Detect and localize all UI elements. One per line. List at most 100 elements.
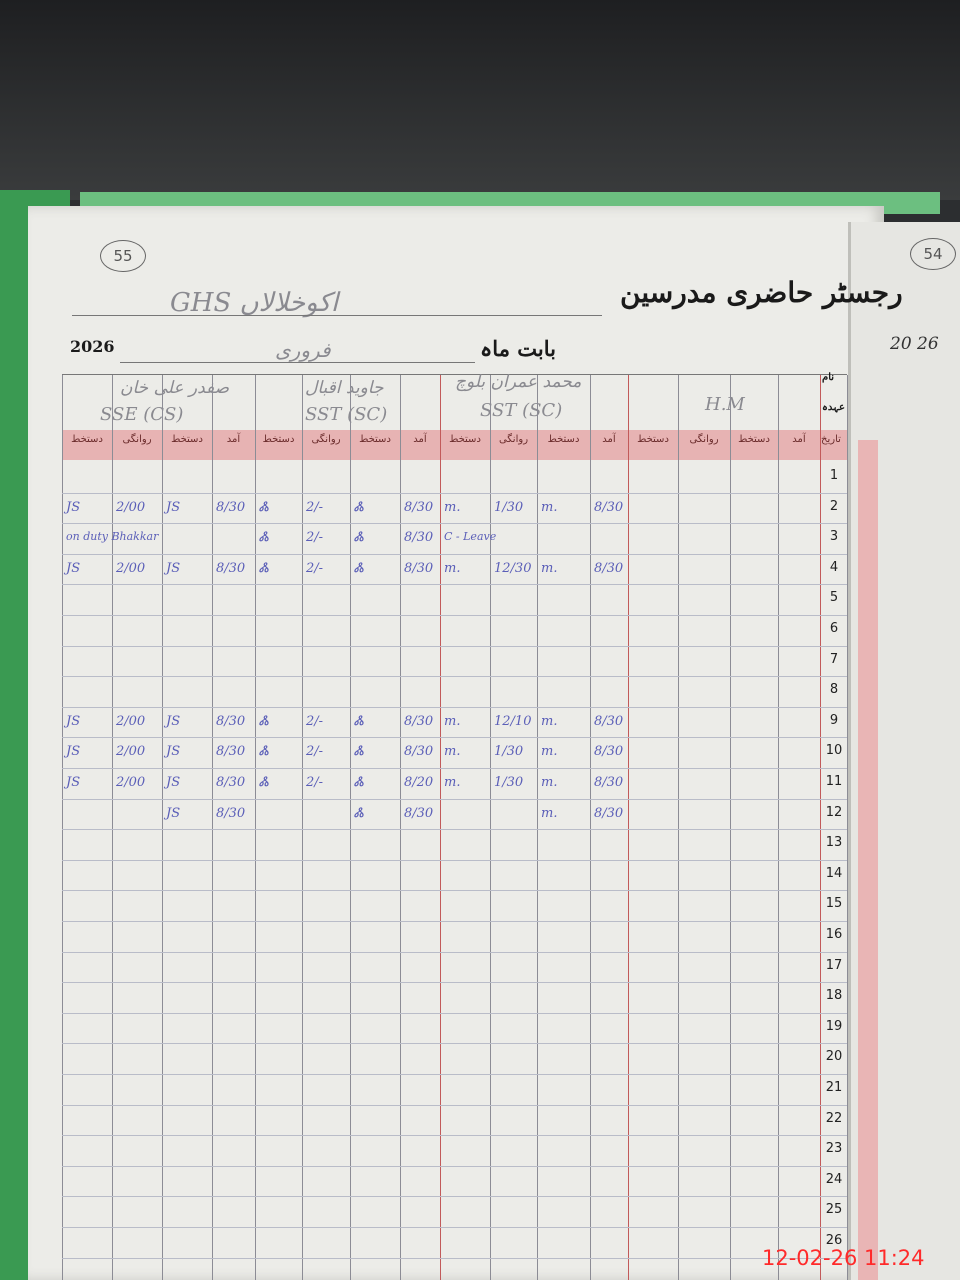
- column-header: روانگی: [122, 434, 152, 445]
- attendance-entry: m.: [541, 775, 558, 790]
- column-header: آمد: [792, 434, 806, 445]
- column-header: آمد: [226, 434, 241, 445]
- page-number: 55: [100, 240, 146, 272]
- teacher-3-designation: SST (SC): [480, 400, 563, 421]
- row-number: 13: [825, 835, 843, 851]
- column-header: روانگی: [689, 434, 719, 445]
- attendance-entry: JS: [66, 744, 81, 760]
- column-header: دستخط: [359, 434, 391, 445]
- right-page-year: 20 26: [890, 334, 939, 354]
- attendance-entry: Ꮬ: [354, 775, 364, 790]
- attendance-entry: Ꮬ: [354, 805, 364, 821]
- attendance-entry: Ꮬ: [259, 499, 269, 515]
- attendance-entry: Ꮬ: [259, 530, 269, 546]
- row-number: 21: [825, 1080, 843, 1095]
- row-number: 11: [825, 774, 843, 789]
- row-line: [62, 859, 847, 861]
- attendance-entry: m.: [444, 744, 461, 760]
- column-header: دستخط: [71, 434, 103, 445]
- attendance-entry: 12/10: [494, 713, 532, 729]
- row-line: [62, 1227, 847, 1228]
- row-line: [62, 1012, 847, 1014]
- month-label: بابت ماہ: [480, 336, 556, 361]
- dark-background: [0, 0, 960, 200]
- attendance-entry: Ꮬ: [354, 530, 364, 546]
- year: 2026: [70, 337, 115, 356]
- attendance-entry: JS: [166, 744, 181, 760]
- attendance-entry: Ꮬ: [354, 713, 364, 729]
- attendance-entry: 8/30: [404, 713, 434, 729]
- row-line: [62, 1196, 847, 1198]
- register-title: رجسٹر حاضری مدرسین: [620, 276, 903, 309]
- column-line: [678, 375, 679, 1280]
- column-header: آمد: [602, 434, 616, 445]
- row-number: 7: [829, 651, 839, 667]
- attendance-entry: JS: [166, 805, 181, 821]
- column-line: [212, 375, 213, 1280]
- row-line: [62, 706, 847, 708]
- camera-timestamp: 12-02-26 11:24: [762, 1246, 925, 1270]
- attendance-entry: 2/00: [116, 713, 146, 729]
- row-number: 14: [825, 865, 843, 881]
- attendance-entry: 2/-: [306, 713, 324, 729]
- name-label: نام: [822, 372, 835, 383]
- row-number: 22: [825, 1110, 843, 1126]
- teacher-3-name: محمد عمران بلوچ: [455, 372, 582, 392]
- row-line: [62, 951, 847, 953]
- row-number: 1: [829, 468, 839, 483]
- column-header: دستخط: [637, 434, 669, 445]
- row-line: [62, 523, 847, 525]
- attendance-entry: 8/30: [594, 744, 624, 760]
- column-header-band: [62, 430, 847, 460]
- attendance-entry: m.: [444, 499, 461, 515]
- row-line: [62, 1104, 847, 1106]
- attendance-entry: 8/30: [594, 560, 624, 576]
- column-line: [590, 375, 591, 1280]
- row-line: [62, 645, 847, 647]
- attendance-entry: m.: [541, 499, 558, 515]
- row-number: 18: [825, 988, 843, 1004]
- attendance-entry: 8/30: [216, 713, 246, 729]
- attendance-entry: 8/30: [216, 775, 246, 790]
- right-page-number: 54: [910, 238, 956, 270]
- attendance-entry: on duty Bhakkar: [66, 530, 159, 544]
- attendance-entry: Ꮬ: [259, 560, 269, 576]
- attendance-entry: m.: [541, 744, 558, 760]
- row-line: [62, 615, 847, 616]
- column-line: [255, 375, 256, 1280]
- attendance-entry: JS: [166, 499, 181, 515]
- row-number: 10: [825, 743, 843, 759]
- row-number: 16: [825, 927, 843, 942]
- attendance-entry: m.: [444, 713, 461, 729]
- attendance-entry: m.: [541, 805, 558, 821]
- row-number: 20: [825, 1049, 843, 1065]
- attendance-entry: 2/00: [116, 499, 146, 515]
- month: فروری: [275, 338, 331, 362]
- attendance-entry: JS: [66, 499, 81, 515]
- row-number: 3: [829, 529, 839, 545]
- attendance-entry: 2/00: [116, 744, 146, 760]
- column-line: [537, 375, 538, 1280]
- row-number: 8: [829, 682, 839, 698]
- attendance-entry: Ꮬ: [354, 560, 364, 576]
- row-line: [62, 829, 847, 831]
- attendance-entry: 8/30: [404, 560, 434, 576]
- row-line: [62, 1165, 847, 1167]
- row-line: [62, 982, 847, 984]
- date-header: تاریخ: [821, 434, 841, 445]
- attendance-entry: m.: [444, 775, 461, 790]
- row-number: 12: [825, 804, 843, 820]
- row-number: 6: [829, 621, 839, 636]
- row-line: [62, 553, 847, 555]
- column-line: [490, 375, 491, 1280]
- attendance-entry: JS: [66, 775, 81, 790]
- column-line: [847, 375, 848, 1280]
- attendance-entry: 8/30: [404, 744, 434, 760]
- attendance-entry: 8/30: [594, 713, 624, 729]
- attendance-entry: JS: [166, 775, 181, 790]
- row-line: [62, 1043, 847, 1045]
- row-line: [62, 1257, 847, 1259]
- attendance-entry: Ꮬ: [354, 744, 364, 760]
- attendance-entry: 12/30: [494, 560, 532, 576]
- attendance-entry: JS: [66, 560, 81, 576]
